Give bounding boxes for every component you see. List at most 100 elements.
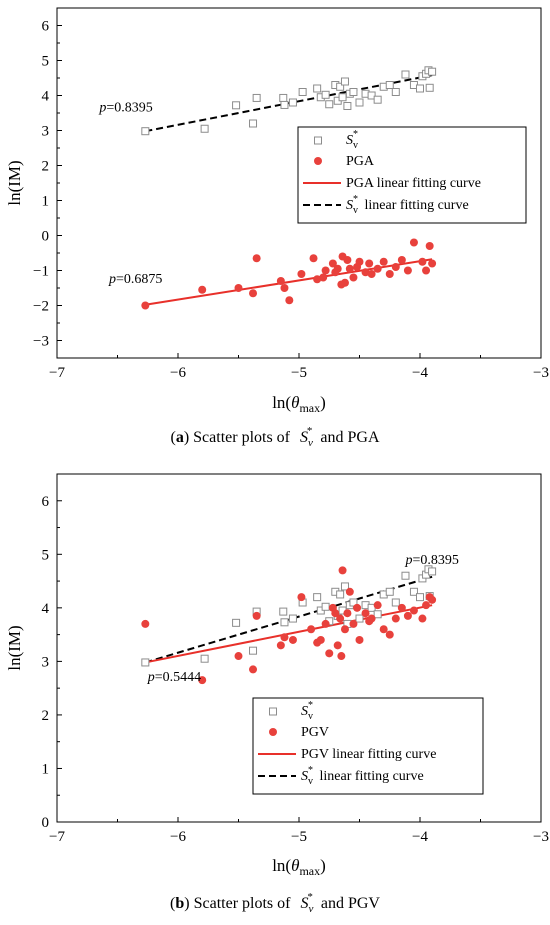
point-pga [340, 278, 349, 287]
point-svstar [391, 598, 400, 607]
point-pgv [361, 609, 370, 618]
point-pgv [331, 609, 340, 618]
y-tick-label: −2 [33, 299, 49, 315]
chart-a: −7 −6 −5 −4 −3 −3 −2 −1 0 1 2 3 4 5 6 ln(IM) ln(θmax) p=0… [5, 7, 549, 449]
point-pga [313, 275, 322, 284]
point-svstar [428, 67, 437, 76]
point-pgv [340, 625, 349, 634]
point-pgv [280, 633, 289, 642]
point-svstar [425, 83, 434, 92]
point-svstar [391, 88, 400, 96]
point-pgv [353, 603, 362, 612]
y-tick-label: −3 [33, 334, 49, 350]
point-pgv [336, 614, 345, 623]
point-pgv [338, 566, 347, 575]
point-pgv [141, 619, 150, 628]
annotation-1: p=0.6875 [108, 272, 162, 287]
point-pga [397, 256, 406, 264]
point-svstar [343, 102, 352, 110]
y-tick-label: −1 [33, 264, 49, 280]
y-tick-label: 3 [42, 654, 50, 670]
point-pgv [422, 601, 431, 610]
y-tick-label: 0 [42, 229, 50, 245]
point-pga [403, 266, 412, 275]
point-pgv [234, 652, 243, 661]
point-pgv [288, 635, 297, 644]
legend-pga-fit: PGA linear fitting curve [346, 176, 481, 191]
point-pga [280, 284, 289, 292]
x-tick-label: −5 [291, 829, 307, 845]
fit-line-0 [145, 575, 433, 664]
point-pgv [276, 641, 285, 650]
point-pga [249, 289, 258, 298]
legend-pga: PGA [346, 154, 375, 169]
y-tick-label: 0 [42, 815, 50, 831]
point-pga [285, 296, 294, 305]
legend-box [297, 126, 527, 224]
point-svstar [279, 93, 288, 102]
legend-pga-fit: PGV linear fitting curve [301, 747, 436, 762]
point-pgv [409, 606, 418, 615]
point-pga [234, 284, 243, 292]
point-svstar [416, 593, 424, 602]
x-tick-label: −6 [170, 365, 186, 381]
point-svstar [141, 658, 150, 667]
point-pgv [418, 614, 427, 623]
point-svstar [280, 618, 289, 627]
point-pgv [373, 601, 382, 610]
annotation-1: p=0.5444 [147, 670, 201, 685]
point-pgv [403, 611, 412, 620]
point-svstar [288, 614, 297, 623]
point-svstar [232, 101, 241, 110]
x-tick-label: −4 [412, 365, 428, 381]
y-axis-label: ln(IM) [5, 160, 24, 205]
x-tick-label: −4 [412, 829, 428, 845]
point-svstar [288, 98, 297, 107]
fit-line-1 [145, 258, 433, 306]
point-svstar [141, 127, 150, 136]
y-tick-label: 3 [42, 124, 50, 140]
y-tick-label: 1 [42, 761, 50, 777]
point-pga [379, 257, 388, 266]
point-pga [373, 264, 382, 273]
point-pgv [316, 635, 325, 644]
y-tick-label: 4 [42, 89, 50, 105]
point-pgv [325, 649, 334, 658]
x-tick-label: −7 [49, 829, 65, 845]
y-tick-label: 5 [42, 547, 50, 563]
point-svstar [200, 124, 209, 133]
point-svstar [428, 567, 437, 576]
y-tick-label: 4 [42, 601, 50, 617]
point-svstar [313, 84, 322, 93]
legend-square-icon [314, 136, 322, 145]
point-pgv [391, 614, 400, 623]
caption: (a) Scatter plots of Sv* and PGA [170, 425, 379, 449]
x-axis-label: ln(θmax) [272, 856, 326, 878]
y-tick-label: 6 [42, 19, 50, 35]
point-pga [198, 285, 207, 294]
point-pgv [343, 609, 352, 618]
point-svstar [252, 93, 261, 102]
point-pga [365, 259, 374, 268]
y-tick-label: 5 [42, 54, 50, 70]
point-pgv [345, 587, 354, 596]
point-pgv [385, 630, 394, 639]
point-pgv [379, 625, 388, 634]
legend-sv: Sv* [346, 129, 358, 151]
point-svstar [280, 100, 289, 109]
point-svstar [200, 654, 209, 663]
point-svstar [336, 82, 345, 91]
point-svstar [401, 70, 410, 79]
point-svstar [313, 593, 322, 602]
point-pga [319, 273, 328, 282]
point-pgv [349, 619, 358, 628]
point-pgv [252, 611, 261, 620]
point-pga [409, 238, 418, 247]
point-pgv [307, 625, 316, 634]
point-svstar [321, 602, 330, 611]
point-svstar [385, 587, 394, 596]
point-svstar [367, 91, 376, 100]
point-svstar [349, 88, 358, 96]
y-tick-label: 6 [42, 494, 50, 510]
caption: (b) Scatter plots of Sv* and PGV [170, 891, 380, 915]
